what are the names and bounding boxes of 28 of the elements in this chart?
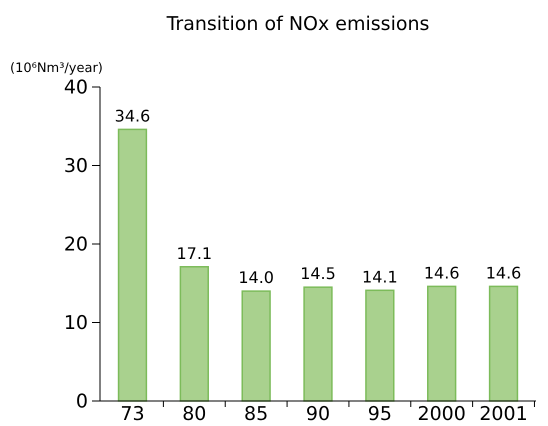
data-label: 14.5: [300, 264, 336, 284]
bar: [241, 290, 271, 402]
chart-title: Transition of NOx emissions: [166, 13, 430, 35]
data-label: 14.1: [362, 267, 398, 286]
x-tick-label: 2000: [418, 403, 466, 425]
bar: [365, 290, 395, 402]
y-tick-label: 10: [64, 312, 88, 334]
data-label: 14.6: [486, 263, 522, 282]
data-label: 34.6: [114, 106, 150, 126]
x-tick-label: 2001: [479, 403, 528, 425]
bar: [427, 286, 456, 402]
y-tick-label: 40: [64, 76, 88, 99]
x-tick-label: 90: [306, 403, 330, 425]
bar: [488, 286, 518, 402]
y-tick-label: 30: [64, 155, 88, 178]
data-label: 14.0: [238, 268, 274, 288]
y-tick-label: 0: [76, 390, 88, 413]
bar: [180, 266, 209, 402]
data-label: 17.1: [176, 244, 212, 263]
x-tick-label: 80: [182, 403, 206, 425]
y-tick-label: 20: [64, 234, 88, 256]
x-tick-label: 73: [120, 403, 145, 425]
y-axis-title: (10⁶Nm³/year): [10, 61, 103, 76]
bar: [118, 128, 148, 402]
x-tick-label: 95: [368, 403, 392, 425]
data-label: 14.6: [424, 263, 460, 282]
bar: [303, 286, 333, 402]
x-tick-label: 85: [244, 403, 268, 425]
